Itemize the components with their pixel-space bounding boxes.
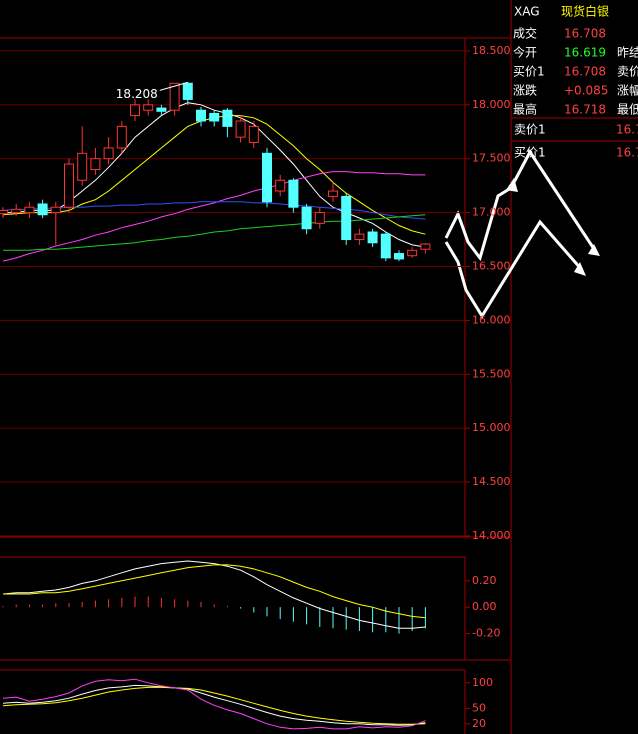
max-annotation: 18.208 (116, 87, 158, 101)
y-tick-label: 18.000 (472, 98, 511, 111)
y-tick-label: 14.000 (472, 529, 511, 542)
instrument-name: 现货白银 (561, 4, 609, 19)
candle-body (37, 203, 48, 216)
y-tick-label: 15.000 (472, 421, 511, 434)
book-price: 16.7 (616, 146, 638, 160)
quote-value: 16.708 (564, 27, 606, 41)
candle-body (209, 112, 220, 122)
symbol: XAG (514, 5, 540, 19)
book-price: 16.7 (616, 123, 638, 137)
y-tick-label: 0.20 (472, 574, 497, 587)
candle-body (156, 107, 167, 112)
quote-label: 最低 (617, 103, 638, 117)
indicator-line (2, 171, 426, 262)
quote-label: 今开 (513, 45, 537, 60)
candle-body (314, 212, 325, 224)
candle-body (367, 231, 378, 244)
quote-label: 涨幅 (617, 83, 638, 98)
indicator-line (2, 684, 426, 726)
quote-label: 最高 (513, 102, 537, 117)
candle-body (50, 206, 61, 214)
y-tick-label: 0.00 (472, 600, 497, 613)
quote-label: 成交 (513, 26, 537, 41)
candle-body (420, 243, 431, 250)
candle-body (275, 179, 286, 192)
quote-value: 16.718 (564, 103, 606, 117)
y-tick-label: 14.500 (472, 475, 511, 488)
y-tick-label: 16.000 (472, 313, 511, 326)
candle-body (328, 190, 338, 197)
quote-value: +0.085 (564, 84, 608, 98)
y-tick-label: 20 (472, 717, 486, 730)
candle-body (394, 253, 404, 260)
annotation-leader (159, 81, 188, 91)
candle-body (116, 125, 127, 149)
candle-body (248, 125, 259, 144)
candle-body (0, 209, 8, 215)
quote-label: 买价1 (513, 65, 545, 79)
quote-value: 16.619 (564, 46, 606, 60)
quote-label: 昨结 (617, 46, 638, 60)
y-tick-label: 100 (472, 676, 493, 689)
indicator-line (2, 678, 426, 730)
candle-body (169, 82, 180, 111)
quote-label: 卖价 (617, 65, 638, 79)
y-tick-label: 17.500 (472, 152, 511, 165)
candle-body (143, 104, 154, 111)
candle-body (64, 163, 74, 208)
y-tick-label: 50 (472, 701, 486, 714)
candle-body (222, 109, 233, 127)
book-label: 买价1 (514, 146, 546, 160)
candle-body (103, 147, 114, 160)
indicator-line (2, 686, 426, 725)
candle-body (235, 120, 246, 138)
candle-body (77, 152, 88, 181)
y-tick-label: -0.20 (472, 627, 500, 640)
drawn-arrows (444, 149, 598, 319)
indicator-line (3, 214, 426, 251)
candle-body (90, 158, 101, 170)
candle-body (354, 233, 365, 241)
arrow-heads (506, 178, 600, 276)
candle-body (182, 82, 193, 100)
indicator-line (2, 560, 426, 629)
y-tick-label: 16.500 (472, 259, 511, 272)
candle-body (407, 249, 418, 257)
y-tick-label: 17.000 (472, 206, 511, 219)
quote-value: 16.708 (564, 65, 606, 79)
candle-body (341, 195, 352, 241)
candle-body (288, 179, 299, 208)
candle-body (380, 233, 391, 259)
candle-body (196, 109, 206, 122)
book-label: 卖价1 (514, 123, 546, 137)
candle-body (24, 206, 35, 214)
y-tick-label: 18.500 (472, 44, 511, 57)
candle-body (301, 206, 312, 230)
quote-label: 涨跌 (513, 83, 537, 98)
candle-body (130, 104, 140, 117)
y-tick-label: 15.500 (472, 367, 511, 380)
candle-body (262, 152, 272, 203)
indicator-line (3, 564, 426, 619)
candle-body (11, 208, 22, 214)
